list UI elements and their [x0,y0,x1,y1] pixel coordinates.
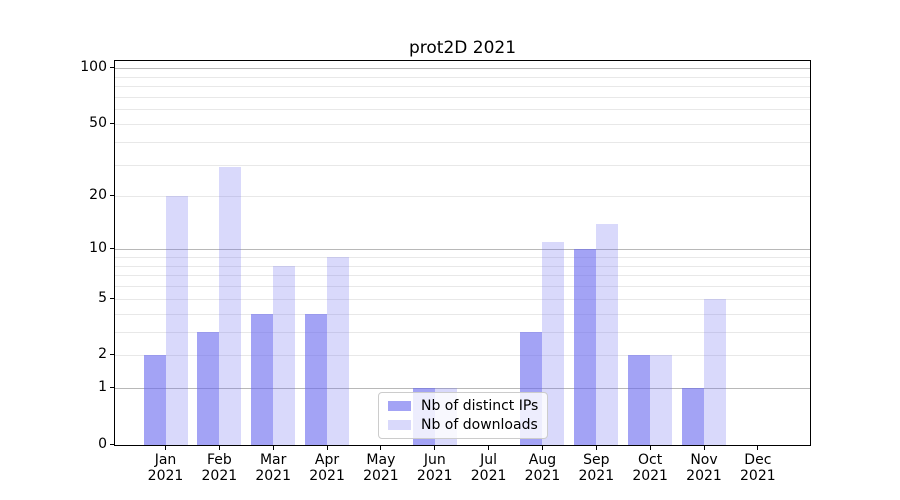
x-tick-label: Oct 2021 [632,452,668,484]
gridline-major [115,249,810,251]
x-tick-mark [649,446,651,450]
x-tick-mark [541,446,543,450]
gridline-minor [115,286,810,288]
bar-downloads [596,223,619,445]
y-tick-label: 2 [98,346,107,363]
y-tick-label: 5 [98,289,107,306]
y-tick-mark [110,248,114,250]
bar-distinct-ips [143,355,166,445]
x-tick-label: Aug 2021 [524,452,561,484]
legend-swatch-downloads [388,420,411,430]
gridline-minor [115,257,810,258]
y-tick-mark [110,354,114,356]
legend-item: Nb of downloads [388,417,538,433]
x-tick-mark [165,446,166,450]
gridline-minor [115,275,810,277]
gridline-minor [115,355,810,357]
x-tick-label: Mar 2021 [255,452,291,484]
gridline-minor [115,86,810,88]
x-tick-label: May 2021 [363,452,399,484]
legend-item-label: Nb of downloads [421,417,538,433]
x-tick-label: Jun 2021 [416,452,453,484]
y-tick-label: 50 [89,114,107,131]
y-tick-mark [110,67,114,69]
gridline-minor [115,96,810,98]
bar-downloads [273,265,296,445]
gridline-minor [115,265,810,267]
gridline-major [115,68,810,70]
x-tick-mark [380,446,382,450]
legend-swatch-ips [388,401,411,411]
x-tick-mark [326,446,328,450]
legend: Nb of distinct IPs Nb of downloads [378,392,549,439]
y-tick-label: 100 [80,59,107,76]
gridline-minor [115,123,810,125]
gridline-minor [115,76,810,78]
x-tick-mark [595,446,597,450]
y-tick-mark [110,122,114,124]
bar-downloads [219,167,242,445]
gridline-major [115,388,810,390]
gridline-minor [115,313,810,315]
gridline-minor [115,141,810,143]
x-tick-mark [757,446,759,450]
y-tick-mark [110,444,114,445]
y-tick-label: 20 [89,187,107,204]
bar-distinct-ips [251,313,274,445]
bar-distinct-ips [305,313,328,445]
chart-title: prot2D 2021 [408,38,517,58]
bar-distinct-ips [628,355,651,445]
x-tick-label: Jan 2021 [147,452,184,484]
bar-distinct-ips [197,331,220,445]
plot-area [114,60,811,446]
x-tick-mark [488,446,490,450]
legend-item-label: Nb of distinct IPs [421,398,539,414]
x-tick-label: Feb 2021 [201,452,238,484]
x-tick-mark [218,446,220,450]
gridline-minor [115,109,810,111]
y-tick-mark [110,195,114,197]
gridline-minor [115,298,810,300]
x-tick-label: Jul 2021 [470,452,507,484]
gridline-minor [115,196,810,198]
bar-downloads [327,257,350,445]
x-tick-label: Nov 2021 [686,452,722,484]
bar-downloads [704,298,726,445]
gridline-minor [115,164,810,166]
x-tick-label: Dec 2021 [740,452,776,484]
gridline-minor [115,331,810,333]
bar-distinct-ips [682,388,704,445]
y-tick-mark [110,387,114,389]
y-tick-label: 1 [98,379,107,396]
bar-distinct-ips [574,249,597,445]
y-tick-mark [110,297,114,299]
x-tick-label: Sep 2021 [578,452,615,484]
y-tick-label: 10 [89,240,107,257]
x-tick-label: Apr 2021 [309,452,345,484]
bar-downloads [165,196,188,445]
bar-downloads [650,355,673,445]
x-tick-mark [703,446,705,450]
y-tick-label: 0 [98,436,107,452]
legend-item: Nb of distinct IPs [388,398,538,414]
x-tick-mark [434,446,436,450]
bar-downloads [542,242,565,445]
x-tick-mark [272,446,274,450]
